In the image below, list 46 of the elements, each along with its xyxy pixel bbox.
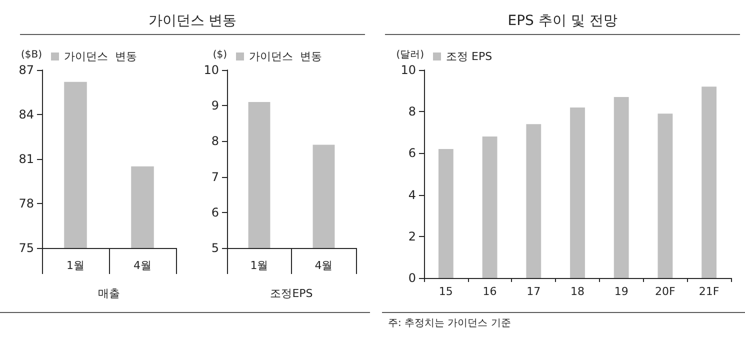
y-tick-label: 10 (400, 63, 416, 77)
x-tick-label: 16 (482, 285, 497, 298)
chart-title: 가이던스 변동 (20, 8, 365, 35)
x-tick-label: 4월 (314, 259, 333, 272)
y-tick-label: 7 (211, 170, 219, 184)
legend-label: 조정 EPS (446, 50, 492, 63)
bar (570, 107, 585, 278)
y-tick-label: 78 (18, 196, 34, 210)
y-tick-label: 84 (18, 108, 34, 122)
y-tick-label: 9 (211, 98, 219, 113)
y-tick-label: 81 (18, 152, 34, 166)
x-axis-title: 매출 (98, 287, 120, 300)
bar (438, 149, 454, 278)
x-tick-label: 4월 (134, 259, 152, 272)
y-tick-label: 4 (408, 188, 416, 202)
bar (526, 124, 542, 278)
y-tick-label: 8 (211, 134, 219, 148)
y-tick-label: 6 (211, 205, 219, 220)
x-tick-label: 15 (438, 285, 453, 298)
bar (702, 86, 717, 278)
y-tick-label: 8 (408, 104, 416, 119)
x-tick-label: 1월 (250, 259, 268, 272)
y-axis-title: (달러) (396, 50, 424, 60)
x-tick-label: 18 (570, 285, 584, 298)
bar (658, 114, 673, 278)
x-tick-label: 21F (698, 285, 720, 298)
x-tick-label: 19 (614, 285, 628, 298)
y-tick-label: 2 (408, 229, 416, 244)
y-tick-label: 87 (18, 63, 34, 77)
y-axis-title: ($) (212, 50, 228, 60)
x-axis-title: 조정EPS (270, 287, 313, 300)
text: 주: 추정치는 가이던스 기준 (388, 317, 511, 330)
x-tick-label: 20F (655, 285, 676, 298)
bar (482, 136, 498, 278)
legend-label: 가이던스 변동 (64, 50, 137, 63)
y-tick-label: 0 (408, 271, 416, 285)
y-axis-title: ($B) (20, 50, 42, 60)
x-tick-label: 17 (526, 285, 541, 298)
y-tick-label: 10 (204, 63, 219, 77)
y-tick-label: 6 (408, 146, 416, 160)
y-tick-label: 75 (18, 241, 34, 255)
chart-title: EPS 추이 및 전망 (385, 8, 740, 35)
bar (614, 97, 629, 278)
legend-label: 가이던스 변동 (249, 50, 322, 63)
y-tick-label: 5 (211, 241, 219, 255)
x-tick-label: 1월 (66, 259, 84, 272)
